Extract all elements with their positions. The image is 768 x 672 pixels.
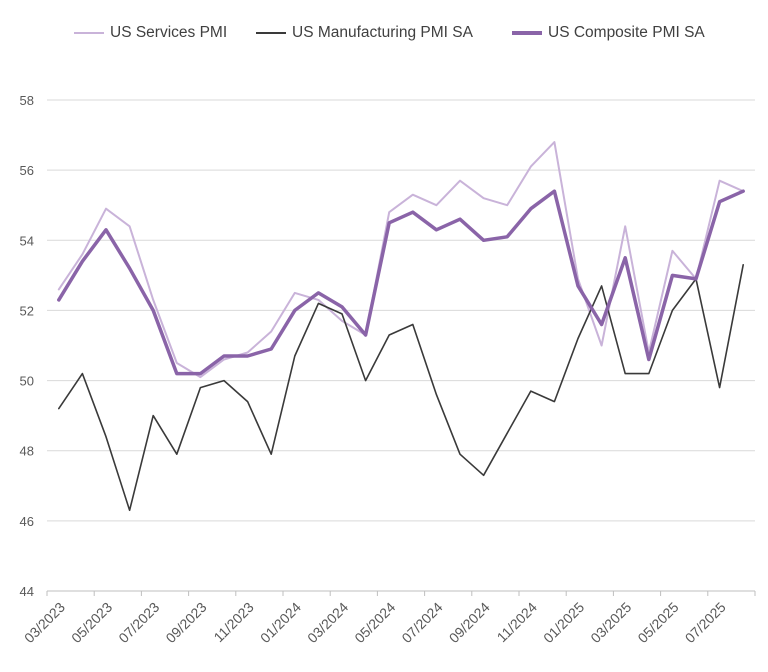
x-tick-label: 03/2024 [304, 599, 351, 646]
legend-item-services: US Services PMI [74, 24, 227, 42]
legend-swatch-manufacturing [256, 32, 286, 34]
y-tick-label: 56 [20, 163, 34, 178]
x-tick-label: 07/2024 [398, 599, 445, 646]
x-tick-label: 09/2023 [162, 599, 209, 646]
legend-label-composite: US Composite PMI SA [548, 24, 705, 41]
x-tick-label: 07/2025 [682, 599, 729, 646]
y-tick-label: 54 [20, 233, 34, 248]
x-tick-label: 07/2023 [115, 599, 162, 646]
legend-label-services: US Services PMI [110, 24, 228, 41]
x-tick-label: 11/2023 [210, 599, 257, 646]
series-line-composite [57, 189, 745, 376]
y-tick-label: 46 [20, 514, 34, 529]
x-tick-label: 11/2024 [494, 599, 541, 646]
x-tick-label: 03/2025 [587, 599, 634, 646]
series-line-manufacturing [57, 263, 745, 512]
legend-swatch-composite [512, 31, 542, 35]
x-tick-label: 01/2024 [257, 599, 304, 646]
x-tick-label: 03/2023 [21, 599, 68, 646]
legend: US Services PMI US Manufacturing PMI SA … [0, 24, 768, 46]
y-tick-label: 48 [20, 444, 34, 459]
legend-swatch-services [74, 32, 104, 34]
x-tick-label: 09/2024 [446, 599, 493, 646]
x-tick-label: 05/2024 [351, 599, 398, 646]
series-line-services [57, 141, 745, 379]
legend-label-manufacturing: US Manufacturing PMI SA [292, 24, 473, 41]
x-tick-label: 01/2025 [540, 599, 587, 646]
y-tick-label: 58 [20, 93, 34, 108]
y-tick-label: 44 [20, 584, 34, 599]
x-tick-label: 05/2023 [68, 599, 115, 646]
legend-item-composite: US Composite PMI SA [512, 24, 705, 42]
x-tick-label: 05/2025 [634, 599, 681, 646]
y-tick-label: 50 [20, 374, 34, 389]
y-tick-label: 52 [20, 303, 34, 318]
legend-item-manufacturing: US Manufacturing PMI SA [256, 24, 473, 42]
